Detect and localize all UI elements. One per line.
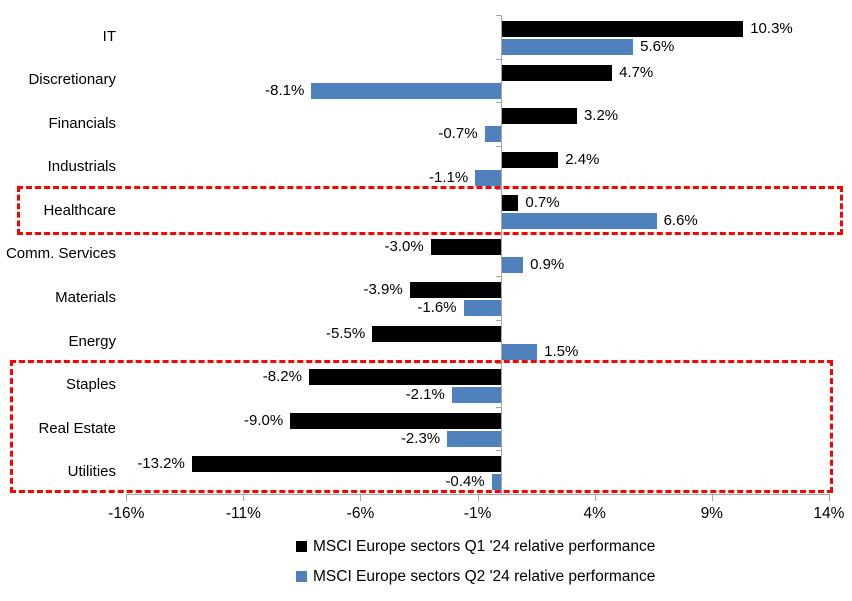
category-label-real-estate: Real Estate bbox=[38, 419, 116, 437]
x-tick-9 bbox=[711, 494, 713, 501]
q1-bar-industrials bbox=[502, 151, 559, 168]
category-label-energy: Energy bbox=[68, 332, 116, 350]
y-axis-tick bbox=[496, 189, 502, 191]
q1-bar-real-estate bbox=[290, 412, 501, 429]
q2-value-label-real-estate: -2.3% bbox=[400, 429, 441, 447]
y-axis-tick bbox=[496, 319, 502, 321]
legend-item-q1: MSCI Europe sectors Q1 '24 relative perf… bbox=[296, 536, 655, 557]
category-label-materials: Materials bbox=[55, 289, 116, 307]
y-axis-tick bbox=[496, 102, 502, 104]
legend-label-q1: MSCI Europe sectors Q1 '24 relative perf… bbox=[313, 538, 656, 555]
x-tick-label-1: -1% bbox=[463, 505, 492, 522]
x-tick-label-4: 4% bbox=[583, 505, 606, 522]
q2-bar-utilities bbox=[491, 474, 501, 491]
q1-value-label-industrials: 2.4% bbox=[565, 150, 600, 168]
category-label-staples: Staples bbox=[65, 376, 116, 394]
q1-bar-discretionary bbox=[502, 64, 613, 81]
category-label-comm-services: Comm. Services bbox=[5, 245, 116, 263]
category-label-financials: Financials bbox=[48, 114, 116, 132]
q2-value-label-discretionary: -8.1% bbox=[265, 81, 305, 99]
y-axis-tick bbox=[496, 450, 502, 452]
q1-bar-utilities bbox=[191, 456, 501, 473]
q2-value-label-healthcare: 6.6% bbox=[663, 212, 698, 230]
q2-value-label-comm-services: 0.9% bbox=[530, 255, 565, 273]
q2-bar-comm-services bbox=[502, 256, 524, 273]
q1-bar-energy bbox=[372, 325, 501, 342]
legend: MSCI Europe sectors Q1 '24 relative perf… bbox=[296, 536, 655, 587]
y-axis-tick bbox=[496, 276, 502, 278]
legend-marker-q2-icon bbox=[296, 571, 307, 582]
x-tick-label-6: -6% bbox=[346, 505, 375, 522]
q2-bar-healthcare bbox=[502, 213, 657, 230]
q1-bar-materials bbox=[409, 282, 501, 299]
x-tick-4 bbox=[594, 494, 596, 501]
q2-value-label-financials: -0.7% bbox=[438, 125, 478, 143]
q1-value-label-materials: -3.9% bbox=[363, 281, 403, 299]
q1-bar-financials bbox=[502, 108, 577, 125]
q2-bar-materials bbox=[463, 300, 501, 317]
category-label-it: IT bbox=[102, 27, 116, 45]
q1-value-label-it: 10.3% bbox=[750, 20, 793, 37]
highlight-box-staples-real-estate-utilities-highlight bbox=[10, 360, 833, 493]
y-axis-tick bbox=[496, 493, 502, 495]
q1-value-label-discretionary: 4.7% bbox=[619, 63, 654, 81]
legend-label-q2: MSCI Europe sectors Q2 '24 relative perf… bbox=[313, 568, 656, 585]
q1-value-label-comm-services: -3.0% bbox=[384, 237, 424, 255]
x-tick-1 bbox=[477, 494, 479, 501]
category-label-utilities: Utilities bbox=[67, 463, 116, 481]
q2-value-label-staples: -2.1% bbox=[405, 386, 445, 404]
category-label-healthcare: Healthcare bbox=[43, 201, 116, 219]
q2-bar-discretionary bbox=[311, 82, 501, 99]
q2-value-label-it: 5.6% bbox=[640, 38, 675, 55]
x-tick-6 bbox=[360, 494, 362, 501]
q2-value-label-materials: -1.6% bbox=[417, 299, 457, 317]
y-axis-line bbox=[501, 15, 502, 494]
q1-bar-staples bbox=[308, 369, 501, 386]
q1-value-label-financials: 3.2% bbox=[583, 107, 619, 125]
x-tick-label-14: 14% bbox=[813, 505, 845, 522]
legend-item-q2: MSCI Europe sectors Q2 '24 relative perf… bbox=[296, 566, 655, 587]
x-tick-16 bbox=[126, 494, 128, 501]
q1-value-label-real-estate: -9.0% bbox=[244, 411, 284, 429]
x-tick-label-11: -11% bbox=[225, 505, 261, 522]
x-tick-14 bbox=[828, 494, 830, 501]
q2-value-label-industrials: -1.1% bbox=[429, 168, 469, 186]
q2-value-label-energy: 1.5% bbox=[544, 342, 579, 360]
x-tick-label-16: -16% bbox=[108, 505, 145, 522]
y-axis-tick bbox=[496, 363, 502, 365]
q2-bar-financials bbox=[484, 126, 501, 143]
y-axis-tick bbox=[496, 15, 502, 16]
q2-bar-it bbox=[502, 39, 634, 55]
legend-marker-q1-icon bbox=[296, 541, 307, 552]
y-axis-tick bbox=[496, 58, 502, 60]
q1-bar-healthcare bbox=[502, 195, 519, 212]
q1-value-label-staples: -8.2% bbox=[262, 368, 302, 386]
q1-value-label-energy: -5.5% bbox=[326, 324, 366, 342]
y-axis-tick bbox=[496, 406, 502, 408]
highlight-box-healthcare-highlight bbox=[17, 186, 843, 235]
y-axis-tick bbox=[496, 145, 502, 147]
x-tick-label-9: 9% bbox=[700, 505, 723, 522]
q1-bar-it bbox=[502, 21, 744, 37]
q1-value-label-healthcare: 0.7% bbox=[525, 194, 560, 212]
q1-bar-comm-services bbox=[430, 238, 501, 255]
q2-bar-energy bbox=[502, 343, 538, 360]
x-tick-11 bbox=[243, 494, 245, 501]
q2-bar-staples bbox=[451, 387, 501, 404]
q2-bar-industrials bbox=[475, 169, 501, 186]
category-label-industrials: Industrials bbox=[47, 158, 116, 176]
category-label-discretionary: Discretionary bbox=[28, 71, 116, 89]
q1-value-label-utilities: -13.2% bbox=[137, 455, 185, 473]
q2-bar-real-estate bbox=[447, 430, 501, 447]
q2-value-label-utilities: -0.4% bbox=[445, 473, 485, 491]
